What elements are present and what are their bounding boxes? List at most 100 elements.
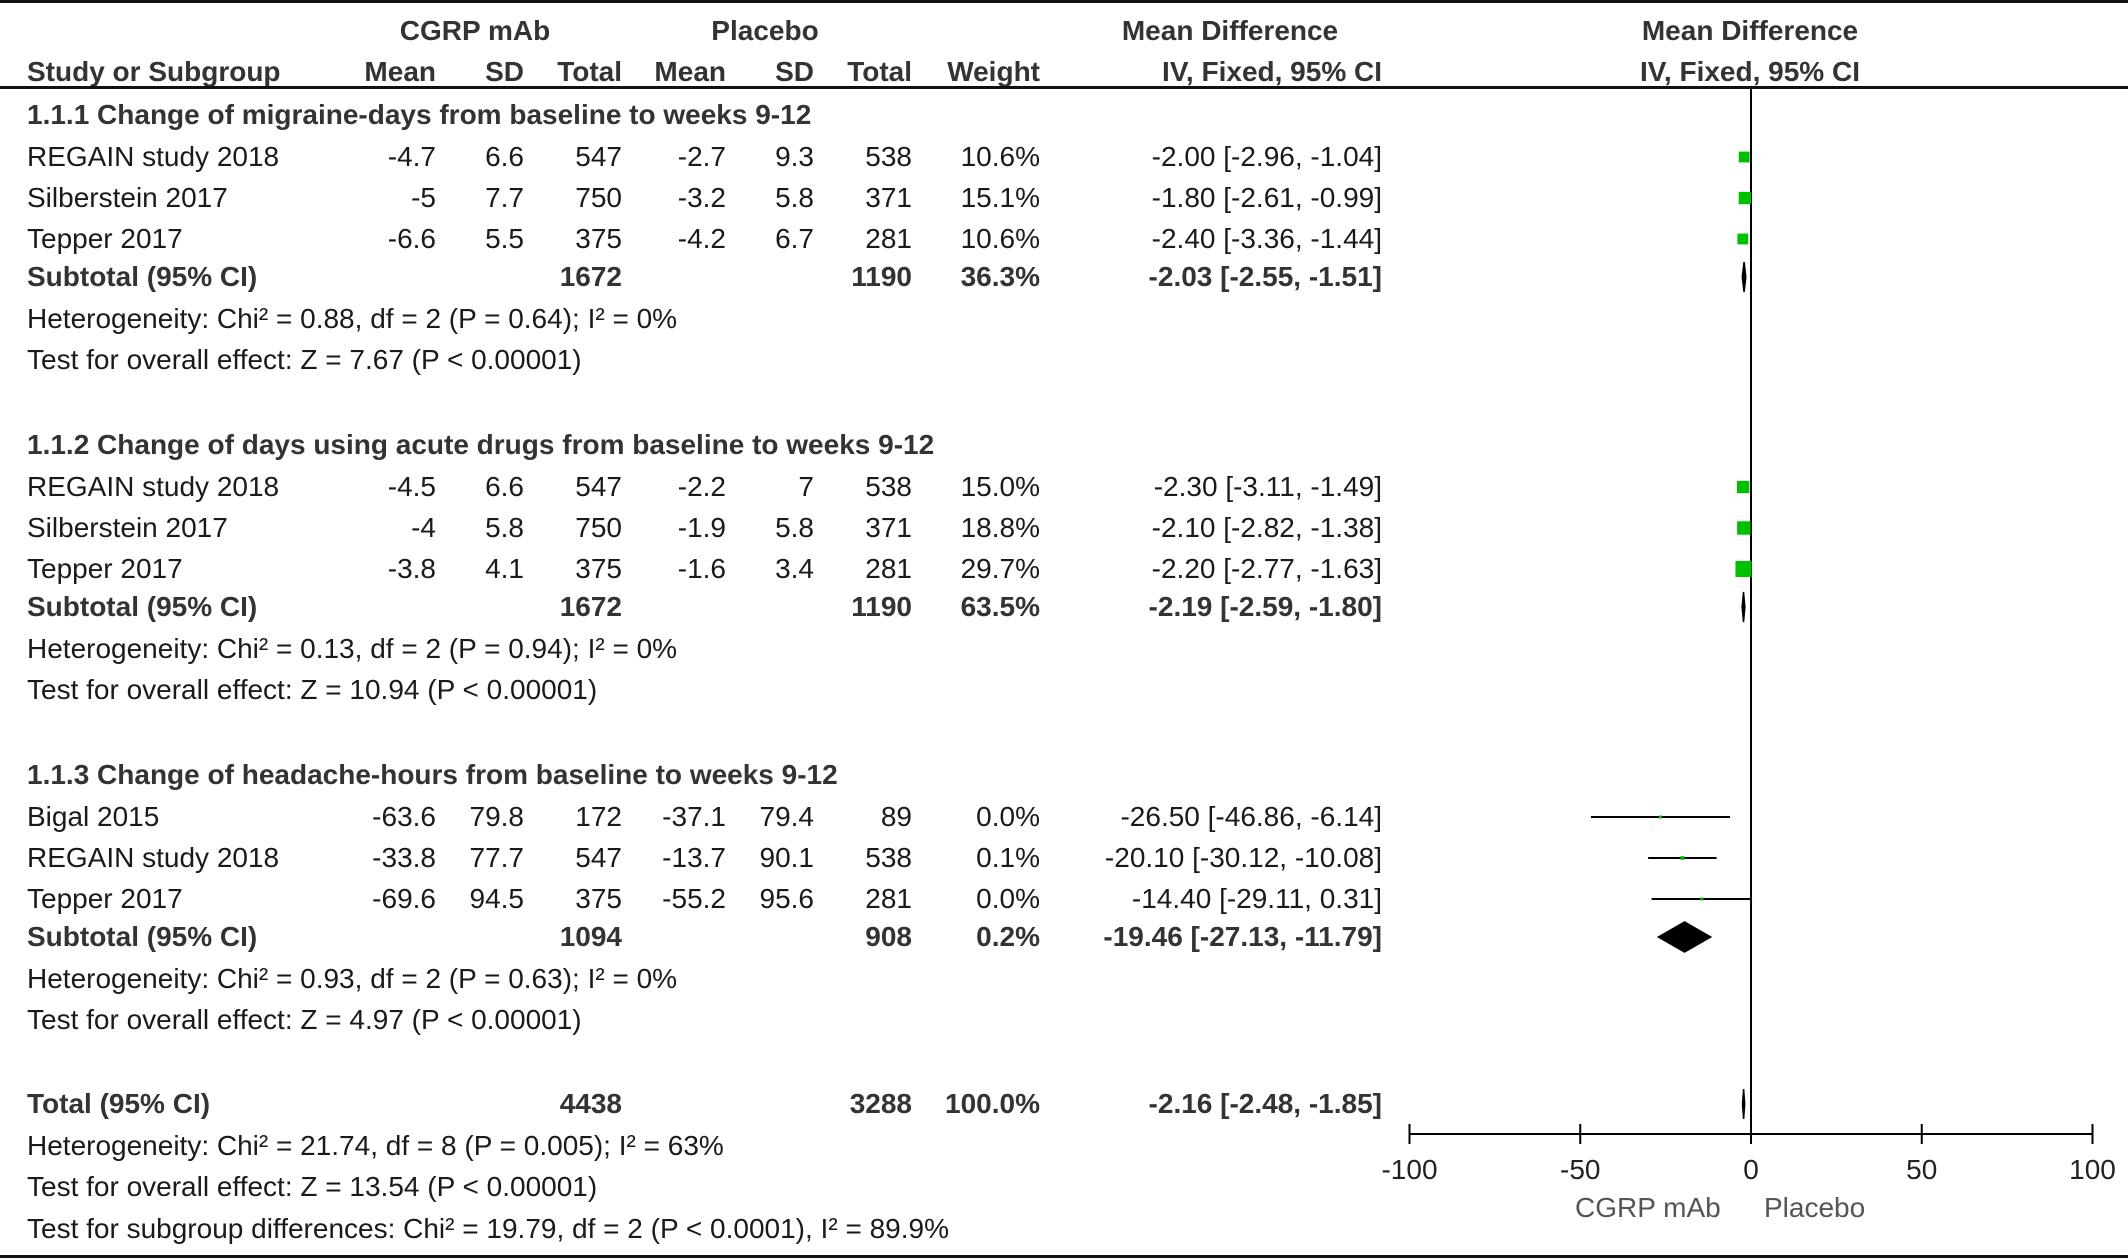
study-mean2: -2.7 [677,141,726,172]
total-weight: 100.0% [945,1088,1040,1119]
study-name: Silberstein 2017 [27,182,228,213]
study-n1: 375 [575,553,622,584]
study-n1: 750 [575,182,622,213]
header-rule [0,86,2128,89]
subgroup-heterogeneity: Heterogeneity: Chi² = 0.88, df = 2 (P = … [27,303,678,334]
study-sd2: 90.1 [759,842,815,873]
study-n1: 547 [575,842,622,873]
subtotal-label: Subtotal (95% CI) [27,261,258,292]
bottom-rule [0,1255,2128,1258]
study-n2: 281 [865,553,912,584]
subtotal-ci: -2.03 [-2.55, -1.51] [1148,261,1382,292]
study-n2: 538 [865,471,912,502]
col-sd-1: SD [485,56,524,87]
subtotal-diamond [1741,261,1747,293]
study-n1: 172 [575,801,622,832]
col-mean-2: Mean [654,56,726,87]
x-tick-label: 0 [1743,1154,1759,1185]
study-weight: 15.1% [960,182,1040,213]
study-mean2: -1.9 [677,512,726,543]
subtotal-n1: 1094 [559,921,622,952]
study-point [1738,191,1752,205]
study-ci: -2.20 [-2.77, -1.63] [1151,553,1382,584]
favours-left-label: CGRP mAb [1575,1192,1721,1223]
study-n1: 547 [575,471,622,502]
study-mean2: -13.7 [662,842,726,873]
study-point [1737,521,1751,535]
study-name: Tepper 2017 [27,553,183,584]
study-n2: 538 [865,141,912,172]
study-point [1659,815,1663,819]
col-mean-1: Mean [364,56,436,87]
subtotal-ci: -2.19 [-2.59, -1.80] [1148,591,1382,622]
effect-header-table: Mean Difference [1121,15,1339,46]
total-diamond [1741,1088,1746,1120]
study-sd2: 7 [798,471,814,502]
study-mean2: -55.2 [662,883,726,914]
total-label: Total (95% CI) [27,1088,211,1119]
study-n2: 538 [865,842,912,873]
subtotal-diamond [1741,591,1746,623]
study-ci: -26.50 [-46.86, -6.14] [1120,801,1382,832]
subtotal-diamond [1656,921,1713,953]
study-n2: 371 [865,512,912,543]
study-sd2: 9.3 [775,141,814,172]
total-n2: 3288 [849,1088,912,1119]
study-mean1: -63.6 [372,801,436,832]
study-name: REGAIN study 2018 [27,842,280,873]
study-ci: -2.00 [-2.96, -1.04] [1151,141,1382,172]
study-sd1: 77.7 [469,842,525,873]
subgroup-title: 1.1.1 Change of migraine-days from basel… [27,99,812,130]
study-sd2: 3.4 [775,553,814,584]
subtotal-n2: 1190 [851,261,912,292]
study-name: Silberstein 2017 [27,512,228,543]
subtotal-label: Subtotal (95% CI) [27,921,258,952]
subtotal-n2: 908 [865,921,912,952]
study-sd1: 5.8 [485,512,524,543]
study-sd1: 4.1 [485,553,524,584]
x-tick-label: -50 [1560,1154,1600,1185]
study-weight: 10.6% [960,141,1040,172]
study-n2: 281 [865,223,912,254]
study-sd1: 7.7 [485,182,524,213]
study-weight: 0.0% [976,883,1040,914]
study-name: REGAIN study 2018 [27,471,280,502]
study-sd1: 5.5 [485,223,524,254]
study-n2: 89 [880,801,912,832]
study-sd2: 5.8 [775,512,814,543]
study-ci: -1.80 [-2.61, -0.99] [1151,182,1382,213]
total-ci: -2.16 [-2.48, -1.85] [1148,1088,1382,1119]
study-n1: 547 [575,141,622,172]
study-mean1: -6.6 [387,223,436,254]
subtotal-ci: -19.46 [-27.13, -11.79] [1103,921,1382,952]
col-study: Study or Subgroup [27,56,281,87]
col-total-1: Total [557,56,622,87]
study-mean2: -4.2 [677,223,726,254]
study-mean2: -37.1 [662,801,726,832]
total-n1: 4438 [559,1088,622,1119]
subtotal-n1: 1672 [559,591,622,622]
study-name: Bigal 2015 [27,801,160,832]
study-mean1: -5 [411,182,436,213]
study-point [1738,151,1750,163]
study-weight: 15.0% [960,471,1040,502]
study-point [1680,856,1685,860]
effect-header-plot: Mean Difference [1641,15,1859,46]
study-weight: 18.8% [960,512,1040,543]
study-point [1700,897,1704,901]
study-ci: -2.30 [-3.11, -1.49] [1153,471,1382,502]
col-weight: Weight [947,56,1040,87]
study-mean1: -4.5 [387,471,436,502]
x-tick-label: 100 [2069,1154,2116,1185]
study-mean1: -4 [411,512,436,543]
col-ci-table: IV, Fixed, 95% CI [1162,56,1382,87]
subtotal-weight: 63.5% [960,591,1040,622]
favours-right-label: Placebo [1764,1192,1866,1223]
total-heterogeneity: Heterogeneity: Chi² = 21.74, df = 8 (P =… [27,1130,724,1161]
study-name: Tepper 2017 [27,883,183,914]
study-point [1737,233,1749,245]
subtotal-n1: 1672 [559,261,622,292]
study-sd2: 5.8 [775,182,814,213]
